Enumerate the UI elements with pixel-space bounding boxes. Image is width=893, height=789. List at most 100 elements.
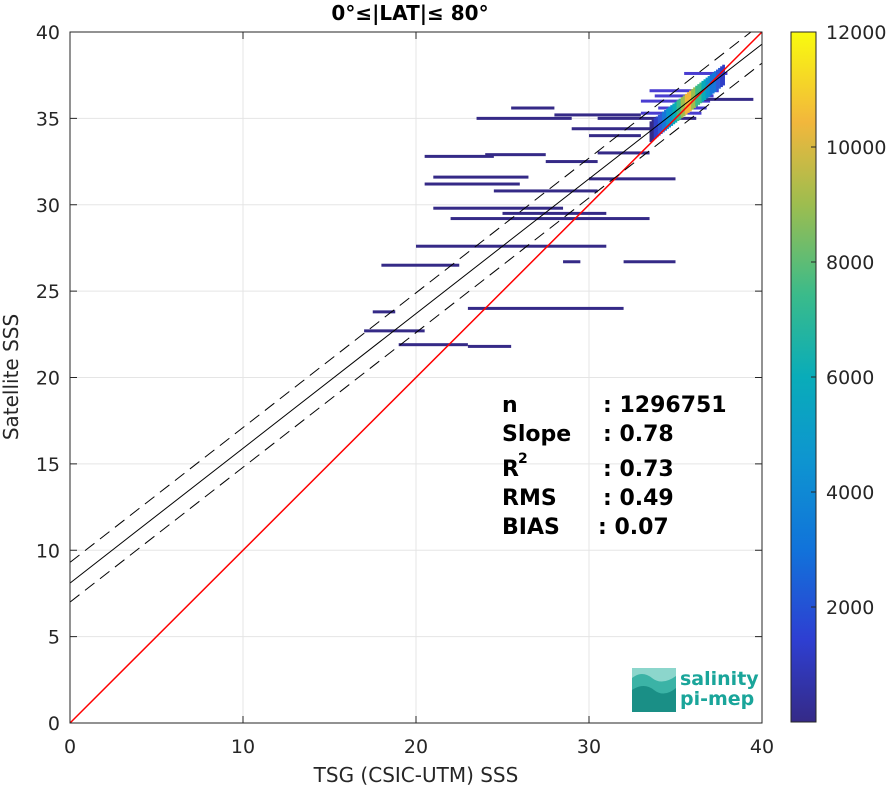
density-core-cell: [686, 92, 690, 113]
density-core-cell: [680, 97, 684, 118]
density-segment: [571, 127, 667, 131]
y-tick-label: 15: [36, 454, 60, 476]
density-core-cell: [655, 116, 659, 138]
density-core-cell: [668, 106, 672, 128]
y-axis-label: Satellite SSS: [0, 314, 23, 440]
regression-lower-bound-line: [70, 62, 762, 603]
x-axis-ticks: 0 10 20 30 40: [64, 32, 774, 758]
density-segment: [589, 177, 676, 181]
density-segment: [597, 116, 697, 120]
stat-n-value: : 1296751: [603, 393, 727, 418]
y-tick-label: 35: [36, 108, 60, 130]
regression-upper-bound-line: [70, 32, 752, 563]
stat-slope-label: Slope: [502, 422, 571, 447]
density-segment: [476, 116, 572, 120]
x-tick-label: 0: [64, 736, 76, 758]
density-marks: [364, 64, 754, 348]
density-core-cell: [662, 111, 665, 133]
density-segment: [623, 260, 676, 264]
x-tick-label: 10: [231, 736, 255, 758]
density-segment: [597, 151, 650, 155]
stat-r2-superscript: 2: [518, 451, 528, 467]
density-segment: [467, 306, 624, 310]
logo-text-line2: pi-mep: [680, 688, 754, 710]
density-core-cell: [684, 93, 688, 115]
y-tick-label: 5: [48, 627, 60, 649]
colorbar-tick-label: 4000: [826, 482, 874, 504]
colorbar-tick-label: 6000: [826, 367, 874, 389]
density-segment: [554, 113, 641, 117]
density-core-cell: [670, 105, 674, 126]
density-core-cell: [664, 109, 667, 131]
density-segment: [381, 263, 460, 267]
density-segment: [485, 153, 546, 157]
density-segment: [493, 189, 598, 193]
density-segment: [684, 71, 728, 75]
y-tick-label: 0: [48, 713, 60, 735]
density-core-cell: [718, 67, 721, 89]
x-tick-label: 40: [750, 736, 774, 758]
density-core-cell: [711, 72, 715, 94]
density-core-cell: [693, 87, 696, 109]
stat-rms-label: RMS: [502, 486, 557, 511]
density-core-cell: [651, 119, 655, 141]
logo-text-line1: salinity: [680, 668, 759, 690]
density-core-cell: [659, 113, 663, 134]
y-tick-label: 25: [36, 281, 60, 303]
colorbar-ticks: 2000 4000 6000 8000 10000 12000: [811, 22, 886, 619]
density-segment: [545, 160, 598, 164]
density-segment: [398, 343, 468, 347]
density-core-cell: [674, 101, 678, 123]
y-axis-ticks: 0 5 10 15 20 25 30 35 40: [36, 22, 762, 735]
stat-slope-value: : 0.78: [603, 422, 674, 447]
stat-bias-value: : 0.07: [598, 515, 669, 540]
x-tick-label: 30: [577, 736, 601, 758]
density-segment: [467, 344, 512, 348]
density-core-cell: [709, 74, 713, 96]
density-core-cell: [713, 71, 717, 92]
stat-bias-label: BIAS: [502, 515, 560, 540]
density-segment: [640, 99, 711, 103]
colorbar-tick-label: 12000: [826, 22, 886, 44]
density-segment: [372, 310, 396, 314]
stat-r2-label: R: [502, 457, 519, 482]
density-core-cell: [715, 69, 719, 91]
reference-lines: [70, 32, 762, 723]
density-core-cell: [657, 114, 661, 136]
density-core-cell: [672, 103, 676, 125]
density-core-cell: [682, 95, 686, 117]
density-segment: [511, 106, 555, 110]
salinity-pi-mep-logo: salinity pi-mep: [632, 668, 759, 712]
density-core-cell: [720, 66, 723, 88]
density-segment: [416, 244, 607, 248]
density-segment: [424, 154, 494, 158]
y-tick-label: 30: [36, 195, 60, 217]
y-tick-label: 10: [36, 540, 60, 562]
density-segment: [649, 89, 719, 93]
stat-rms-value: : 0.49: [603, 486, 674, 511]
x-axis-label: TSG (CSIC-UTM) SSS: [313, 763, 519, 787]
density-core-cell: [653, 118, 657, 139]
density-core-cell: [722, 64, 725, 86]
density-segment: [589, 134, 641, 138]
one-to-one-line: [70, 32, 762, 723]
colorbar-tick-label: 10000: [826, 137, 886, 159]
density-core-cell: [705, 77, 709, 99]
colorbar-tick-label: 8000: [826, 252, 874, 274]
density-segment: [450, 217, 650, 221]
colorbar-tick-label: 2000: [826, 597, 874, 619]
density-segment: [563, 260, 581, 264]
density-core-cell: [666, 108, 669, 130]
chart-title: 0°≤|LAT|≤ 80°: [331, 1, 488, 25]
density-segment: [424, 182, 520, 186]
density-core-cell: [678, 98, 682, 120]
x-tick-label: 20: [404, 736, 428, 758]
y-tick-label: 20: [36, 368, 60, 390]
stat-n-label: n: [502, 393, 518, 418]
stats-box: n : 1296751 Slope : 0.78 R 2 : 0.73 RMS …: [502, 393, 727, 540]
density-segment: [692, 97, 754, 101]
density-segment: [502, 211, 607, 215]
stat-r2-value: : 0.73: [603, 457, 674, 482]
y-tick-label: 40: [36, 22, 60, 44]
density-core-cell: [688, 90, 692, 112]
